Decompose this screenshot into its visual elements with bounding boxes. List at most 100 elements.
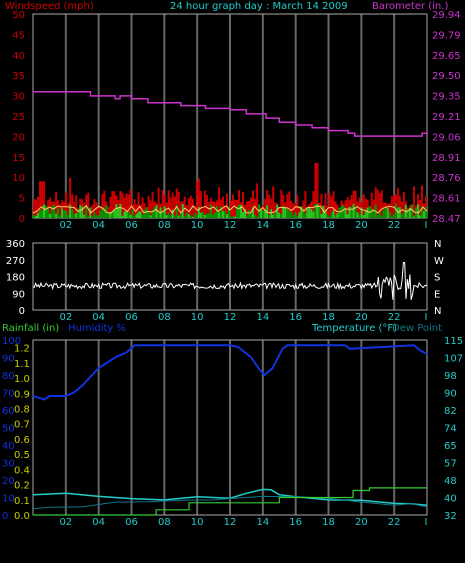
wind-bar <box>95 202 98 218</box>
gust-bar <box>125 210 128 218</box>
gust-bar <box>121 215 124 218</box>
humidity-tick-label: 60 <box>2 406 15 417</box>
baro-tick-label: 29.65 <box>432 51 461 62</box>
direction-tick-label: 180 <box>6 273 25 284</box>
wind-bar <box>376 189 379 218</box>
gust-bar <box>266 205 269 218</box>
wind-bar <box>97 207 100 218</box>
rain-line <box>33 487 427 516</box>
baro-tick-label: 28.61 <box>432 194 461 205</box>
compass-label: S <box>434 273 440 284</box>
x-tick-label: 06 <box>125 517 138 528</box>
wind-bar <box>197 178 200 218</box>
wind-tick-label: 15 <box>12 153 25 164</box>
gust-bar <box>386 207 389 218</box>
x-tick-label: 04 <box>92 312 105 323</box>
gust-bar <box>115 204 118 218</box>
humidity-tick-label: 50 <box>2 424 15 435</box>
wind-bar <box>217 187 220 218</box>
baro-tick-label: 29.94 <box>432 10 461 21</box>
gust-bar <box>165 215 168 218</box>
gust-bar <box>221 210 224 218</box>
gust-bar <box>131 209 134 218</box>
wind-bar <box>55 191 58 218</box>
gust-bar <box>310 209 313 218</box>
wind-bar <box>35 199 38 218</box>
wind-bar <box>358 197 361 218</box>
gust-bar <box>129 214 132 218</box>
gust-bar <box>424 206 427 218</box>
wind-tick-label: 0 <box>19 214 25 225</box>
direction-tick-label: 360 <box>6 239 25 250</box>
gust-bar <box>213 212 216 218</box>
gust-bar <box>284 206 287 218</box>
wind-bar <box>87 192 90 218</box>
gust-bar <box>246 215 249 218</box>
wind-bar <box>252 190 255 218</box>
wind-tick-label: 35 <box>12 71 25 82</box>
wind-bar <box>324 193 327 218</box>
gust-bar <box>296 215 299 218</box>
gust-bar <box>39 210 42 218</box>
wind-bar <box>103 190 106 218</box>
gust-bar <box>187 213 190 218</box>
wind-bar <box>137 192 140 218</box>
baro-tick-label: 29.35 <box>432 92 461 103</box>
wind-bar <box>286 194 289 218</box>
wind-bar <box>67 203 70 218</box>
gust-bar <box>248 209 251 218</box>
gust-bar <box>280 214 283 218</box>
gust-bar <box>91 216 94 218</box>
wind-bar <box>328 192 331 218</box>
wind-bar <box>388 203 391 218</box>
gust-bar <box>412 216 415 218</box>
x-tick-label: 12 <box>224 312 237 323</box>
gust-bar <box>398 207 401 218</box>
gust-bar <box>346 214 349 218</box>
rainfall-axis-title: Rainfall (in) <box>2 323 59 334</box>
x-tick-label: 20 <box>355 517 368 528</box>
humidity-tick-label: 0 <box>2 511 8 522</box>
rain-tick-label: 0.0 <box>14 511 30 522</box>
wind-bar <box>83 202 86 218</box>
gust-bar <box>189 215 192 218</box>
x-tick-label: 22 <box>388 517 401 528</box>
direction-line <box>32 262 428 300</box>
x-tick-label: 06 <box>125 312 138 323</box>
gust-bar <box>47 208 50 218</box>
wind-bar <box>173 196 176 218</box>
wind-bar <box>272 186 275 218</box>
wind-bar <box>346 197 349 218</box>
baro-tick-label: 29.21 <box>432 112 461 123</box>
temperature-tick-label: 90 <box>444 389 457 400</box>
gust-bar <box>274 212 277 218</box>
wind-bar <box>380 190 383 218</box>
gust-bar <box>290 212 293 218</box>
gust-bar <box>400 213 403 218</box>
gust-bar <box>67 215 70 218</box>
wind-bar <box>232 194 235 218</box>
gust-bar <box>380 215 383 218</box>
wind-bar <box>33 198 36 218</box>
compass-label: E <box>434 289 440 300</box>
gust-bar <box>298 212 301 218</box>
gust-bar <box>262 210 265 218</box>
gust-bar <box>364 211 367 218</box>
gust-bar <box>225 214 228 218</box>
wind-tick-label: 45 <box>12 30 25 41</box>
wind-bar <box>292 203 295 218</box>
gust-bar <box>316 204 319 218</box>
wind-bar <box>312 191 315 218</box>
gust-bar <box>195 214 198 218</box>
gust-bar <box>272 214 275 218</box>
wind-bar <box>354 190 357 218</box>
direction-tick-label: 0 <box>19 306 25 317</box>
temperature-tick-label: 115 <box>444 336 463 347</box>
gust-bar <box>135 213 138 218</box>
gust-bar <box>81 206 84 218</box>
gust-bar <box>63 210 66 218</box>
wind-bar <box>378 193 381 218</box>
gust-bar <box>312 211 315 218</box>
rain-tick-label: 0.2 <box>14 481 30 492</box>
panel-frame <box>32 242 428 311</box>
